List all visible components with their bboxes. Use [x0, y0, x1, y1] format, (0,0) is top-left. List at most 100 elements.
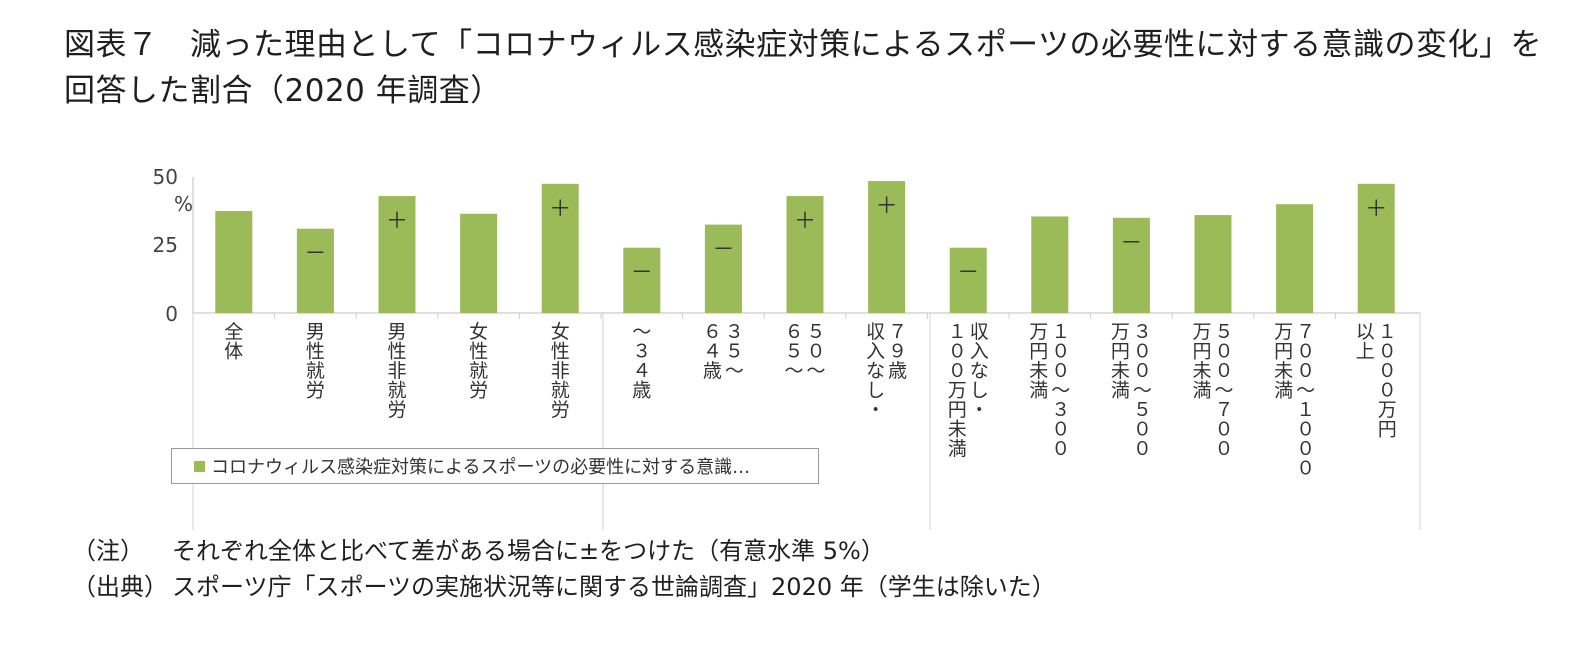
bar	[1357, 183, 1395, 313]
category-label-char: 満	[948, 438, 967, 460]
category-label-char: 就	[469, 360, 488, 382]
category-label-char: 女	[469, 321, 488, 343]
category-label-char: 労	[387, 399, 406, 421]
category-label-char: 就	[306, 360, 325, 382]
category-label-char: ０	[1214, 360, 1233, 382]
category-label-char: 全	[224, 321, 243, 343]
bar	[460, 213, 498, 313]
note-text: それぞれ全体と比べて差がある場合に±をつけた（有意水準 5%）	[172, 537, 885, 565]
category-label-char: 未	[948, 419, 967, 441]
category-label-char: ５	[1214, 321, 1233, 343]
category-label-char: 万	[1111, 321, 1130, 343]
category-label-char: 満	[1029, 380, 1048, 402]
category-label-char: ０	[1051, 360, 1070, 382]
category-label-char: 円	[1029, 341, 1048, 363]
significance-mark: －	[631, 261, 653, 286]
bar-chart: 50 25 0 % －＋ ＋－－＋＋－－＋ 全体男性就労男性非就労女性就労女性非就…	[153, 165, 1421, 530]
category-label-char: 性	[306, 341, 325, 363]
category-label-char: 万	[1192, 321, 1211, 343]
source-row: （出典） スポーツ庁「スポーツの実施状況等に関する世論調査」2020 年（学生は除…	[72, 572, 1056, 602]
category-label-char: 未	[1111, 360, 1130, 382]
category-label-char: 収	[866, 321, 885, 343]
legend-swatch	[194, 460, 205, 472]
category-label-char: ０	[1051, 419, 1070, 441]
category-label-char: 円	[1378, 419, 1397, 441]
category-label-char: 円	[948, 399, 967, 421]
category-label-char: １	[1296, 399, 1315, 421]
category-label-char: し	[970, 380, 989, 402]
category-label-char: し	[866, 380, 885, 402]
category-label-char: ０	[948, 341, 967, 363]
bars	[215, 181, 1395, 313]
category-label-char: ０	[948, 360, 967, 382]
significance-marks: － ＋ ＋ － － ＋ ＋ － － ＋	[304, 194, 1387, 286]
category-label-char: な	[970, 360, 989, 382]
category-label-char: 労	[551, 399, 570, 421]
bar	[786, 196, 824, 313]
category-label-char: ０	[1051, 341, 1070, 363]
category-label-char: ０	[1296, 458, 1315, 480]
category-label-char: ５	[1133, 399, 1152, 421]
category-label-char: 入	[866, 341, 885, 363]
bar	[296, 228, 334, 313]
category-label-char: ０	[806, 341, 825, 363]
category-label-char: ３	[725, 321, 744, 343]
category-label-char: 就	[551, 380, 570, 402]
category-label-char: ０	[1214, 438, 1233, 460]
category-label-char: ～	[632, 321, 651, 343]
category-label-char: 歳	[632, 380, 651, 402]
category-label-char: 満	[1192, 380, 1211, 402]
category-label-char: 未	[1274, 360, 1293, 382]
category-label-char: ～	[784, 360, 803, 382]
bar	[541, 183, 579, 313]
category-label-char: 就	[387, 380, 406, 402]
category-label-char: ３	[632, 341, 651, 363]
category-label-char: 男	[306, 321, 325, 343]
significance-mark: ＋	[876, 194, 898, 219]
bar	[704, 224, 742, 313]
bar	[1194, 215, 1232, 313]
category-label-char: ０	[1378, 380, 1397, 402]
category-label-char: 上	[1356, 341, 1375, 363]
category-label-char: 円	[1192, 341, 1211, 363]
category-label-char: ５	[725, 341, 744, 363]
significance-mark: －	[712, 238, 734, 263]
significance-mark: －	[304, 242, 326, 267]
bar	[868, 181, 906, 313]
note-label: （注）	[72, 537, 144, 565]
category-label-char: 円	[1111, 341, 1130, 363]
category-label-char: １	[1378, 321, 1397, 343]
category-label-char: な	[866, 360, 885, 382]
category-label-char: ０	[1296, 341, 1315, 363]
y-unit-label: %	[174, 192, 193, 216]
figure-title: 図表７ 減った理由として「コロナウィルス感染症対策によるスポーツの必要性に対する…	[64, 27, 1543, 109]
significance-mark: －	[957, 261, 979, 286]
category-label-char: １	[948, 321, 967, 343]
category-label-char: ３	[1051, 399, 1070, 421]
category-label-char: 満	[1111, 380, 1130, 402]
category-label-char: 万	[948, 380, 967, 402]
legend-label: コロナウィルス感染症対策によるスポーツの必要性に対する意識…	[211, 457, 751, 478]
category-label-char: ５	[806, 321, 825, 343]
category-label-char: １	[1051, 321, 1070, 343]
category-label-char: 性	[387, 341, 406, 363]
category-label-char: ０	[1296, 419, 1315, 441]
y-tick-label: 50	[153, 165, 178, 189]
category-label-char: ・	[866, 399, 885, 421]
category-label-char: ０	[1133, 419, 1152, 441]
category-label-char: ０	[1214, 341, 1233, 363]
bar	[215, 211, 253, 313]
category-label-char: ０	[1051, 438, 1070, 460]
category-label-char: 未	[1029, 360, 1048, 382]
source-text: スポーツ庁「スポーツの実施状況等に関する世論調査」2020 年（学生は除いた）	[172, 573, 1056, 601]
y-axis-ticks: 50 25 0 %	[153, 165, 193, 326]
y-tick-label: 25	[153, 233, 178, 257]
category-label-char: 労	[469, 380, 488, 402]
category-labels: 全体男性就労男性非就労女性就労女性非就労～３４歳３５～６４歳５０～６５～７９歳収…	[224, 321, 1396, 480]
category-label-char: 性	[551, 341, 570, 363]
category-label-char: ０	[1133, 341, 1152, 363]
bar	[1276, 204, 1314, 313]
category-label-char: 満	[1274, 380, 1293, 402]
category-label-char: 体	[224, 341, 243, 363]
chart-legend[interactable]: コロナウィルス感染症対策によるスポーツの必要性に対する意識…	[171, 448, 819, 484]
